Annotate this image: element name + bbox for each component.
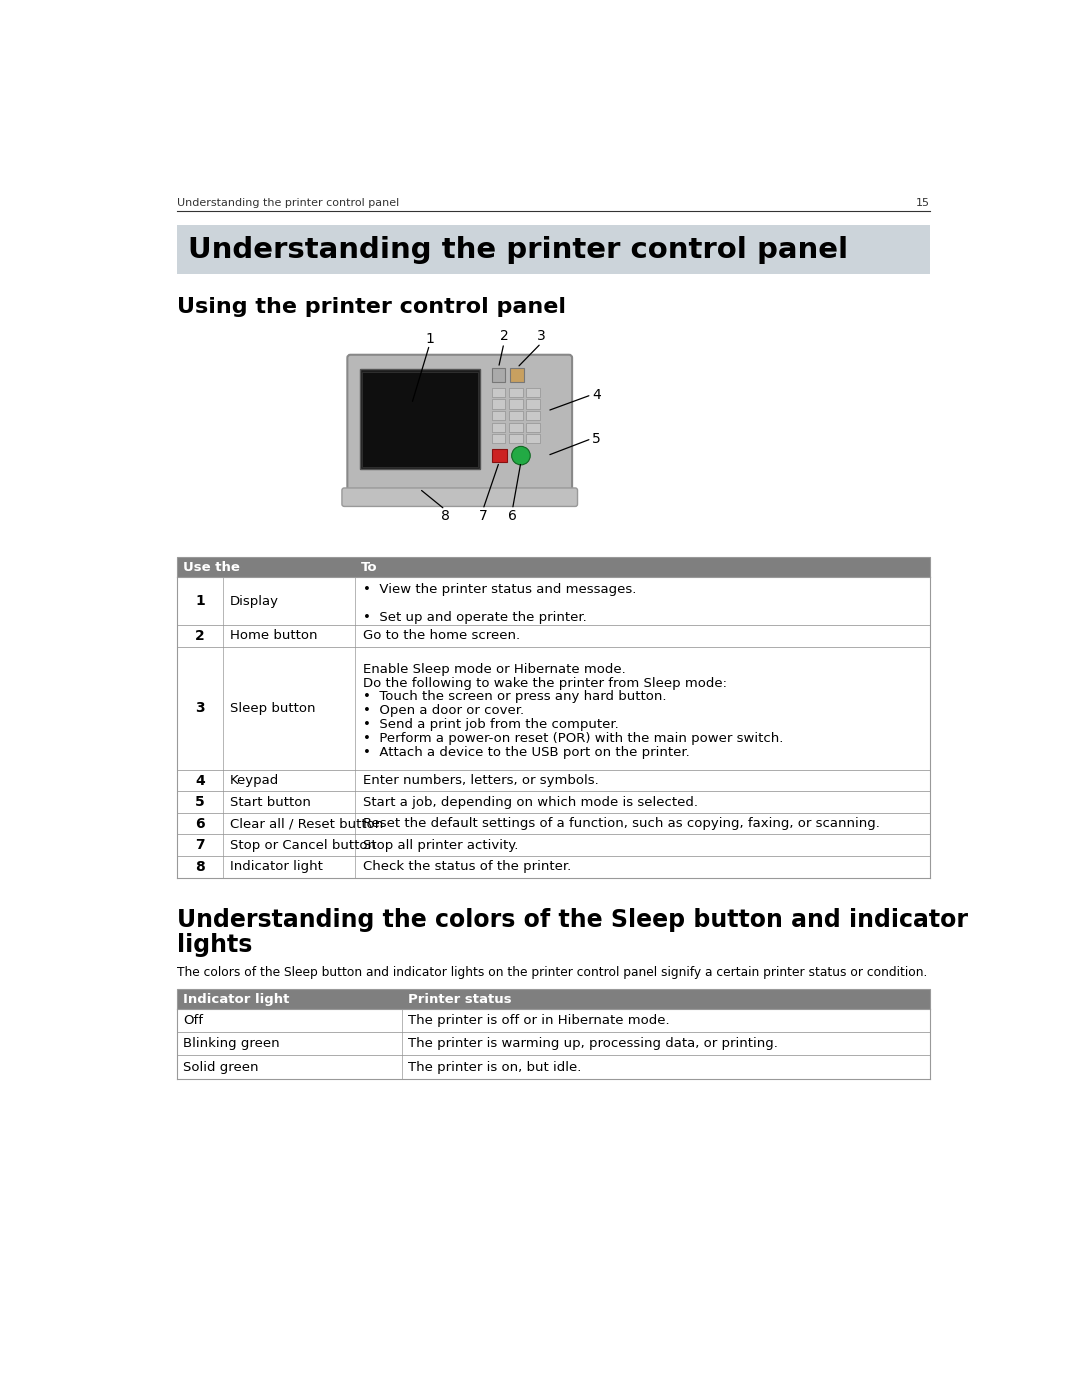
Text: Use the: Use the bbox=[183, 560, 240, 574]
Text: Stop all printer activity.: Stop all printer activity. bbox=[363, 838, 518, 852]
Bar bbox=[509, 434, 523, 443]
Bar bbox=[509, 400, 523, 409]
Text: Off: Off bbox=[183, 1014, 203, 1027]
Bar bbox=[177, 1032, 930, 1056]
Text: Start a job, depending on which mode is selected.: Start a job, depending on which mode is … bbox=[363, 796, 698, 809]
Text: Enter numbers, letters, or symbols.: Enter numbers, letters, or symbols. bbox=[363, 774, 598, 787]
Text: Using the printer control panel: Using the printer control panel bbox=[177, 298, 566, 317]
Text: Understanding the printer control panel: Understanding the printer control panel bbox=[188, 236, 848, 264]
Text: Home button: Home button bbox=[230, 629, 318, 643]
Bar bbox=[362, 372, 477, 467]
Text: •  Attach a device to the USB port on the printer.: • Attach a device to the USB port on the… bbox=[363, 746, 690, 759]
Text: lights: lights bbox=[177, 933, 253, 957]
Bar bbox=[526, 434, 540, 443]
Bar bbox=[491, 422, 505, 432]
Bar bbox=[360, 369, 480, 469]
Bar bbox=[177, 577, 930, 624]
Bar bbox=[177, 989, 930, 1009]
Bar bbox=[177, 225, 930, 274]
Bar bbox=[177, 647, 930, 770]
Text: The printer is warming up, processing data, or printing.: The printer is warming up, processing da… bbox=[408, 1038, 778, 1051]
Text: The printer is on, but idle.: The printer is on, but idle. bbox=[408, 1060, 581, 1073]
Bar bbox=[526, 388, 540, 397]
Bar bbox=[177, 770, 930, 791]
Text: To: To bbox=[362, 560, 378, 574]
Bar bbox=[526, 400, 540, 409]
Text: 2: 2 bbox=[195, 629, 205, 643]
Text: Start button: Start button bbox=[230, 796, 310, 809]
Text: Indicator light: Indicator light bbox=[230, 861, 323, 873]
Text: Display: Display bbox=[230, 595, 279, 608]
Text: The colors of the Sleep button and indicator lights on the printer control panel: The colors of the Sleep button and indic… bbox=[177, 967, 928, 979]
FancyBboxPatch shape bbox=[342, 488, 578, 507]
Text: Clear all / Reset button: Clear all / Reset button bbox=[230, 817, 382, 830]
Text: Enable Sleep mode or Hibernate mode.: Enable Sleep mode or Hibernate mode. bbox=[363, 662, 625, 676]
Text: The printer is off or in Hibernate mode.: The printer is off or in Hibernate mode. bbox=[408, 1014, 670, 1027]
Bar bbox=[509, 422, 523, 432]
Text: 5: 5 bbox=[195, 795, 205, 809]
Circle shape bbox=[512, 447, 530, 465]
Bar bbox=[491, 367, 505, 381]
Text: 7: 7 bbox=[195, 838, 205, 852]
Text: 4: 4 bbox=[592, 388, 600, 402]
Text: •  Set up and operate the printer.: • Set up and operate the printer. bbox=[363, 610, 586, 624]
Bar bbox=[177, 624, 930, 647]
FancyBboxPatch shape bbox=[348, 355, 572, 497]
Bar bbox=[177, 557, 930, 577]
Bar bbox=[177, 856, 930, 877]
Text: 5: 5 bbox=[592, 432, 600, 446]
Text: 8: 8 bbox=[441, 509, 449, 522]
Bar bbox=[491, 411, 505, 420]
Text: Check the status of the printer.: Check the status of the printer. bbox=[363, 861, 571, 873]
Bar bbox=[491, 400, 505, 409]
Bar bbox=[491, 450, 507, 462]
Text: Reset the default settings of a function, such as copying, faxing, or scanning.: Reset the default settings of a function… bbox=[363, 817, 880, 830]
Bar bbox=[509, 388, 523, 397]
Text: 1: 1 bbox=[195, 594, 205, 608]
Text: Understanding the colors of the Sleep button and indicator: Understanding the colors of the Sleep bu… bbox=[177, 908, 968, 932]
Text: Understanding the printer control panel: Understanding the printer control panel bbox=[177, 198, 400, 208]
Text: Solid green: Solid green bbox=[183, 1060, 258, 1073]
Text: •  View the printer status and messages.: • View the printer status and messages. bbox=[363, 584, 636, 597]
Text: 4: 4 bbox=[195, 774, 205, 788]
Text: Sleep button: Sleep button bbox=[230, 701, 315, 715]
Text: 15: 15 bbox=[916, 198, 930, 208]
Text: Printer status: Printer status bbox=[408, 993, 512, 1006]
Text: 3: 3 bbox=[195, 701, 205, 715]
Text: •  Perform a power-on reset (POR) with the main power switch.: • Perform a power-on reset (POR) with th… bbox=[363, 732, 783, 745]
Bar bbox=[510, 367, 524, 381]
Text: Do the following to wake the printer from Sleep mode:: Do the following to wake the printer fro… bbox=[363, 676, 727, 690]
Text: 3: 3 bbox=[537, 330, 545, 344]
Bar bbox=[491, 388, 505, 397]
Text: 2: 2 bbox=[500, 330, 509, 344]
Bar bbox=[526, 422, 540, 432]
Bar bbox=[177, 813, 930, 834]
Text: 6: 6 bbox=[195, 817, 205, 831]
Text: •  Touch the screen or press any hard button.: • Touch the screen or press any hard but… bbox=[363, 690, 666, 704]
Bar bbox=[491, 434, 505, 443]
Text: Go to the home screen.: Go to the home screen. bbox=[363, 629, 519, 643]
Text: Keypad: Keypad bbox=[230, 774, 279, 787]
Text: Stop or Cancel button: Stop or Cancel button bbox=[230, 838, 376, 852]
Bar bbox=[177, 791, 930, 813]
Bar bbox=[177, 834, 930, 856]
Bar bbox=[526, 411, 540, 420]
Text: 6: 6 bbox=[508, 509, 517, 522]
Text: •  Open a door or cover.: • Open a door or cover. bbox=[363, 704, 524, 717]
Text: 7: 7 bbox=[478, 509, 487, 522]
Bar bbox=[509, 411, 523, 420]
Text: •  Send a print job from the computer.: • Send a print job from the computer. bbox=[363, 718, 619, 731]
Text: 1: 1 bbox=[426, 331, 434, 345]
Text: Blinking green: Blinking green bbox=[183, 1038, 280, 1051]
Text: 8: 8 bbox=[195, 859, 205, 873]
Text: Indicator light: Indicator light bbox=[183, 993, 289, 1006]
Bar bbox=[177, 1056, 930, 1078]
Bar bbox=[177, 1009, 930, 1032]
